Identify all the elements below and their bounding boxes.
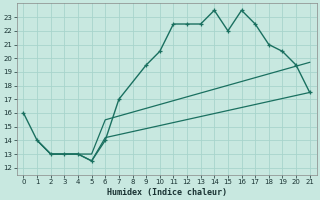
X-axis label: Humidex (Indice chaleur): Humidex (Indice chaleur) (107, 188, 227, 197)
